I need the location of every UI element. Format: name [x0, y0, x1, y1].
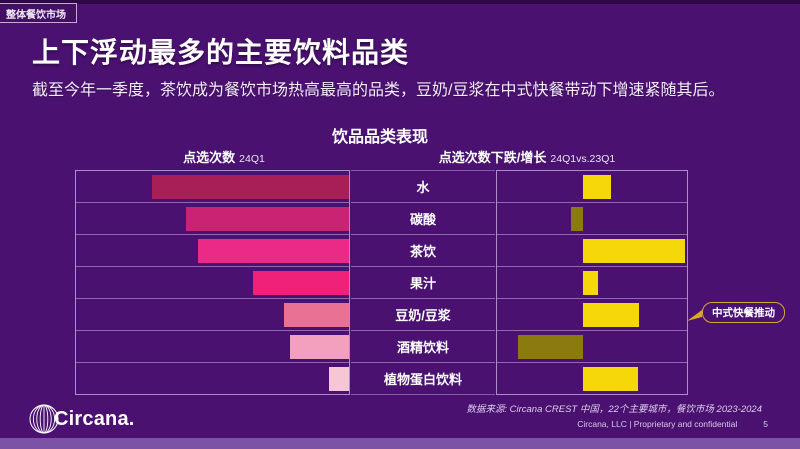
right-panel-period: 24Q1vs.23Q1 [550, 153, 616, 165]
annotation-callout-label: 中式快餐推动 [712, 307, 775, 319]
market-segment-tag-label: 整体餐饮市场 [6, 9, 66, 21]
change-bar-row [497, 267, 687, 299]
confidential-text: Circana, LLC | Proprietary and confident… [577, 419, 738, 429]
category-label: 果汁 [409, 276, 436, 291]
clicks-bar [284, 302, 349, 327]
change-bar-negative [517, 334, 584, 359]
change-bar-row [497, 363, 687, 394]
left-panel-header: 点选次数 24Q1 [144, 147, 304, 167]
clicks-bar [152, 174, 349, 199]
clicks-bar-row [76, 235, 349, 267]
category-label-row: 植物蛋白饮料 [351, 363, 495, 394]
category-label-row: 茶饮 [351, 235, 495, 267]
clicks-bar [329, 366, 349, 391]
clicks-bar-chart [75, 170, 350, 395]
change-bar-chart [496, 170, 688, 395]
callout-tail-icon [687, 310, 702, 321]
right-panel-title: 点选次数下跌/增长 [438, 150, 547, 165]
change-bar-negative [570, 206, 584, 231]
category-label-row: 碳酸 [351, 203, 495, 235]
left-panel-title: 点选次数 [183, 150, 236, 165]
data-source-note: 数据来源: Circana CREST 中国，22个主要城市，餐饮市场 2023… [466, 404, 762, 415]
clicks-bar-row [76, 331, 349, 363]
change-bar-row [497, 331, 687, 363]
change-bar-row [497, 235, 687, 267]
change-bar-positive [583, 174, 611, 199]
clicks-bar-row [76, 267, 349, 299]
category-label: 茶饮 [409, 244, 436, 259]
change-bar-row [497, 299, 687, 331]
clicks-bar-row [76, 299, 349, 331]
footer-strip [0, 438, 800, 449]
circana-logo-text: Circana. [54, 407, 135, 430]
market-segment-tag: 整体餐饮市场 [0, 3, 77, 23]
page-title: 上下浮动最多的主要饮料品类 [32, 37, 410, 68]
annotation-callout: 中式快餐推动 [702, 302, 785, 323]
category-label-row: 果汁 [351, 267, 495, 299]
circana-logo: Circana. [28, 403, 135, 435]
page-subtitle: 截至今年一季度，茶饮成为餐饮市场热高最高的品类，豆奶/豆浆在中式快餐带动下增速紧… [32, 82, 725, 99]
page-number: 5 [763, 419, 768, 429]
change-bar-row [497, 171, 687, 203]
category-labels: 水碳酸茶饮果汁豆奶/豆浆酒精饮料植物蛋白饮料 [351, 170, 495, 395]
category-label: 酒精饮料 [396, 340, 449, 355]
change-bar-positive [583, 366, 639, 391]
clicks-bar [197, 238, 349, 263]
clicks-bar [185, 206, 349, 231]
category-label: 水 [416, 180, 430, 195]
category-label-row: 酒精饮料 [351, 331, 495, 363]
circana-globe-icon [29, 404, 59, 434]
chart-title: 饮品品类表现 [331, 129, 428, 146]
confidential-footer: Circana, LLC | Proprietary and confident… [577, 419, 768, 429]
right-panel-header: 点选次数下跌/增长 24Q1vs.23Q1 [427, 147, 627, 167]
category-label-row: 水 [351, 171, 495, 203]
change-bar-positive [583, 270, 599, 295]
category-label-row: 豆奶/豆浆 [351, 299, 495, 331]
change-bar-positive [583, 302, 640, 327]
clicks-bar [290, 334, 349, 359]
change-bar-positive [583, 238, 685, 263]
top-strip [0, 0, 800, 4]
clicks-bar-row [76, 363, 349, 394]
change-bar-row [497, 203, 687, 235]
clicks-bar [252, 270, 349, 295]
category-label: 碳酸 [409, 212, 436, 227]
category-label: 豆奶/豆浆 [395, 308, 451, 323]
category-label: 植物蛋白饮料 [383, 372, 462, 387]
clicks-bar-row [76, 203, 349, 235]
left-panel-period: 24Q1 [239, 153, 265, 165]
clicks-bar-row [76, 171, 349, 203]
